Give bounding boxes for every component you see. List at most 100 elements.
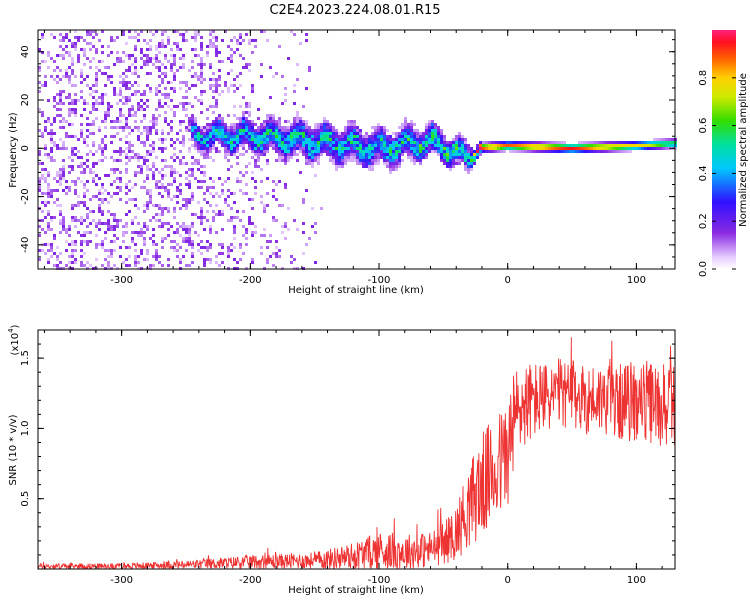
heat-cell <box>257 159 260 162</box>
heat-cell <box>206 141 209 144</box>
heat-cell <box>188 69 191 72</box>
heat-cell <box>425 153 428 156</box>
heat-cell <box>281 132 284 135</box>
heat-cell <box>119 126 122 129</box>
heat-cell <box>140 234 143 237</box>
heat-cell <box>242 39 245 42</box>
heat-cell <box>410 141 413 144</box>
heat-cell <box>227 246 230 249</box>
heat-cell <box>65 264 68 267</box>
heat-cell <box>383 150 386 153</box>
heat-cell <box>392 138 395 141</box>
heat-cell <box>278 153 281 156</box>
heat-cell <box>416 141 419 144</box>
heat-cell <box>665 147 668 150</box>
heat-cell <box>377 162 380 165</box>
heat-cell <box>329 147 332 150</box>
heat-cell <box>95 99 98 102</box>
heat-cell <box>284 132 287 135</box>
heat-cell <box>266 162 269 165</box>
heat-cell <box>182 198 185 201</box>
heat-cell <box>200 45 203 48</box>
heat-cell <box>53 120 56 123</box>
heat-cell <box>77 54 80 57</box>
heat-cell <box>419 162 422 165</box>
heat-cell <box>350 123 353 126</box>
heat-cell <box>191 126 194 129</box>
heat-cell <box>416 144 419 147</box>
heat-cell <box>140 171 143 174</box>
heat-cell <box>137 129 140 132</box>
heat-cell <box>446 156 449 159</box>
heat-cell <box>491 144 494 147</box>
heat-cell <box>341 141 344 144</box>
heat-cell <box>230 48 233 51</box>
heat-cell <box>104 120 107 123</box>
heat-cell <box>197 126 200 129</box>
heat-cell <box>416 150 419 153</box>
heat-cell <box>470 147 473 150</box>
heat-cell <box>593 147 596 150</box>
heat-cell <box>248 105 251 108</box>
heat-cell <box>56 102 59 105</box>
heat-cell <box>209 246 212 249</box>
heat-cell <box>62 126 65 129</box>
heat-cell <box>308 162 311 165</box>
heat-cell <box>290 123 293 126</box>
heat-cell <box>506 144 509 147</box>
heat-cell <box>263 126 266 129</box>
heat-cell <box>254 231 257 234</box>
heat-cell <box>68 96 71 99</box>
heat-cell <box>320 153 323 156</box>
heat-cell <box>326 126 329 129</box>
heat-cell <box>239 258 242 261</box>
spectrogram-x-tick-label: 0 <box>505 275 511 286</box>
heat-cell <box>284 162 287 165</box>
heat-cell <box>254 39 257 42</box>
heat-cell <box>353 126 356 129</box>
heat-cell <box>167 39 170 42</box>
heat-cell <box>296 78 299 81</box>
heat-cell <box>191 156 194 159</box>
heat-cell <box>41 177 44 180</box>
heat-cell <box>185 129 188 132</box>
heat-cell <box>200 81 203 84</box>
heat-cell <box>530 141 533 144</box>
heat-cell <box>173 159 176 162</box>
heat-cell <box>80 123 83 126</box>
heat-cell <box>224 180 227 183</box>
heat-cell <box>173 114 176 117</box>
heat-cell <box>365 165 368 168</box>
heat-cell <box>119 150 122 153</box>
heat-cell <box>455 156 458 159</box>
heat-cell <box>254 141 257 144</box>
heat-cell <box>206 246 209 249</box>
heat-cell <box>209 87 212 90</box>
heat-cell <box>368 162 371 165</box>
heat-cell <box>80 264 83 267</box>
heat-cell <box>359 144 362 147</box>
heat-cell <box>119 186 122 189</box>
heat-cell <box>413 141 416 144</box>
heat-cell <box>329 126 332 129</box>
heat-cell <box>107 264 110 267</box>
heat-cell <box>176 171 179 174</box>
heat-cell <box>191 195 194 198</box>
heat-cell <box>104 144 107 147</box>
heat-cell <box>164 102 167 105</box>
heat-cell <box>203 78 206 81</box>
snr-x-tick-label: -200 <box>239 575 262 586</box>
heat-cell <box>491 150 494 153</box>
heat-cell <box>350 126 353 129</box>
heat-cell <box>101 30 104 33</box>
heat-cell <box>140 231 143 234</box>
heat-cell <box>221 183 224 186</box>
heat-cell <box>284 222 287 225</box>
heat-cell <box>191 75 194 78</box>
heat-cell <box>347 129 350 132</box>
heat-cell <box>101 102 104 105</box>
heat-cell <box>146 252 149 255</box>
heat-cell <box>200 57 203 60</box>
heat-cell <box>296 159 299 162</box>
heat-cell <box>41 51 44 54</box>
